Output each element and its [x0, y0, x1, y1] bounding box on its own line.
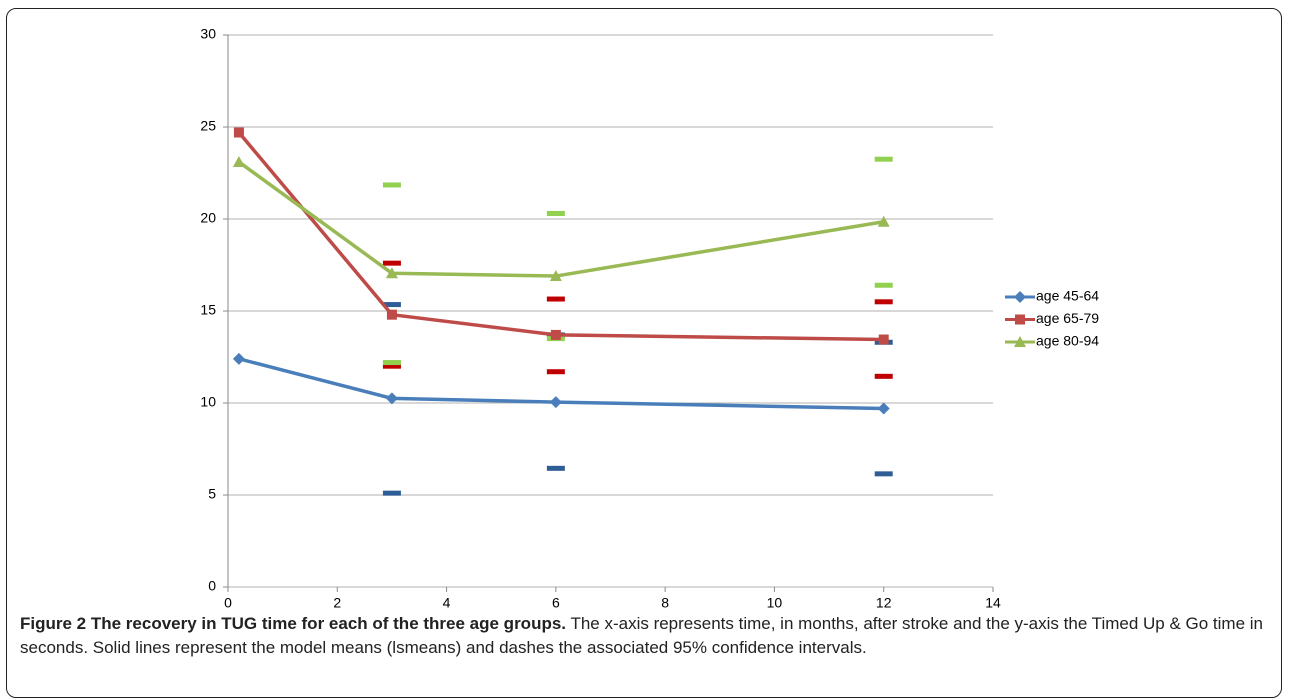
x-tick-label: 6: [552, 595, 560, 610]
ci-dash: [382, 302, 401, 308]
point: [550, 329, 561, 340]
ci-dash: [382, 260, 401, 266]
ci-dash: [546, 369, 565, 375]
ci-dash: [874, 373, 893, 379]
point: [232, 155, 245, 167]
ci-dash: [382, 490, 401, 496]
caption: Figure 2 The recovery in TUG time for ea…: [20, 612, 1270, 660]
ci-dash: [382, 363, 401, 369]
ci-dash: [546, 296, 565, 302]
ci-dash: [546, 210, 565, 216]
legend-marker: [1015, 314, 1025, 325]
series-line: [237, 131, 884, 342]
chart: 0 5 10 15 20 25 30 0 2 4 6 8 10 12 14 age 45-64 age 65-7…: [200, 26, 1099, 610]
point: [385, 267, 398, 279]
series-line: [237, 160, 884, 278]
point: [386, 309, 397, 320]
point: [877, 402, 890, 415]
y-tick-label: 0: [208, 578, 216, 594]
y-tick-label: 15: [200, 302, 216, 318]
point: [232, 352, 245, 365]
ci-dash: [382, 360, 401, 366]
point: [233, 127, 244, 138]
y-tick-label: 25: [200, 118, 216, 134]
x-tick-label: 12: [876, 595, 892, 610]
y-tick-label: 30: [200, 26, 216, 42]
point: [549, 270, 562, 282]
ci-dash: [382, 182, 401, 188]
x-tick-label: 8: [661, 595, 669, 610]
legend-label: age 65-79: [1036, 310, 1099, 326]
legend-marker: [1014, 291, 1026, 303]
point: [877, 215, 890, 227]
ci-dash: [874, 282, 893, 288]
caption-text: The x-axis represents time, in months, a…: [20, 614, 1263, 657]
y-tick-label: 5: [208, 486, 216, 502]
point: [385, 392, 398, 405]
ci-dash: [874, 471, 893, 477]
x-tick-label: 2: [333, 595, 341, 610]
y-tick-label: 20: [200, 210, 216, 226]
point: [549, 396, 562, 409]
series-line: [238, 357, 884, 411]
ci-dash: [874, 299, 893, 305]
ci-dash: [546, 465, 565, 471]
x-tick-label: 4: [443, 595, 451, 610]
y-tick-label: 10: [200, 394, 216, 410]
legend-label: age 80-94: [1036, 333, 1099, 349]
legend-marker: [1014, 336, 1026, 347]
x-tick-label: 0: [224, 595, 232, 610]
caption-label: Figure 2 The recovery in TUG time for ea…: [20, 614, 567, 633]
x-tick-label: 10: [767, 595, 783, 610]
ci-dash: [874, 156, 893, 162]
x-tick-label: 14: [985, 595, 1001, 610]
page: 0 5 10 15 20 25 30 0 2 4 6 8 10 12 14 age 45-64 age 65-7…: [6, 8, 1282, 698]
legend-label: age 45-64: [1036, 288, 1099, 304]
point: [878, 334, 889, 345]
